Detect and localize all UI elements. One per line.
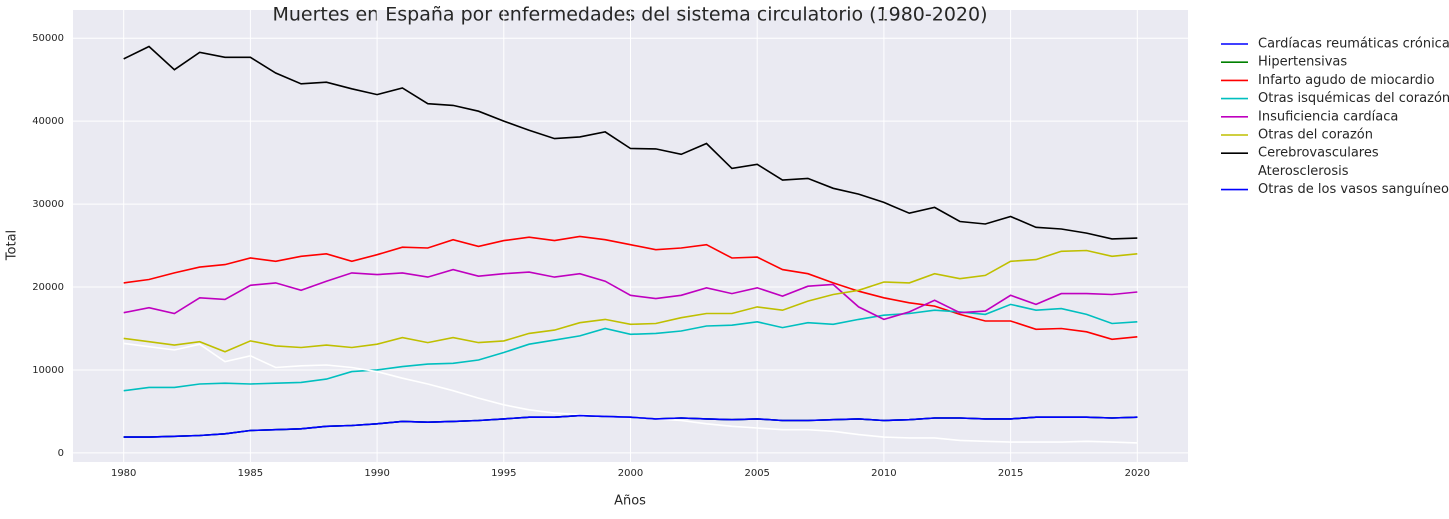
y-axis-label: Total — [5, 230, 20, 261]
series-line — [123, 268, 1138, 321]
x-tick-label: 2020 — [1125, 468, 1150, 479]
legend-label: Cerebrovasculares — [1258, 146, 1379, 161]
legend-label: Otras del corazón — [1258, 128, 1373, 143]
legend-label: Insuficiencia cardíaca — [1258, 109, 1398, 124]
series-line — [123, 414, 1138, 438]
x-tick-label: 2015 — [998, 468, 1023, 479]
y-tick-label: 10000 — [32, 365, 64, 376]
legend-label: Infarto agudo de miocardio — [1258, 73, 1435, 88]
x-tick-label: 1990 — [364, 468, 389, 479]
y-tick-label: 30000 — [32, 199, 64, 210]
legend-label: Otras de los vasos sanguíneos — [1258, 182, 1449, 197]
y-tick-label: 0 — [58, 448, 64, 459]
series-line — [123, 45, 1138, 240]
x-tick-label: 2005 — [744, 468, 769, 479]
y-tick-label: 40000 — [32, 116, 64, 127]
series-line — [123, 235, 1138, 341]
y-tick-label: 50000 — [32, 33, 64, 44]
x-tick-label: 1980 — [111, 468, 136, 479]
legend-label: Otras isquémicas del corazón — [1258, 91, 1449, 106]
x-tick-label: 1995 — [491, 468, 516, 479]
x-tick-label: 2000 — [618, 468, 643, 479]
legend-label: Cardíacas reumáticas crónicas — [1258, 37, 1449, 52]
legend-label: Aterosclerosis — [1258, 164, 1349, 179]
x-tick-label: 2010 — [871, 468, 896, 479]
y-tick-label: 20000 — [32, 282, 64, 293]
legend-label: Hipertensivas — [1258, 55, 1347, 70]
x-axis-label: Años — [614, 494, 646, 509]
x-tick-label: 1985 — [238, 468, 263, 479]
series-line — [123, 249, 1138, 353]
